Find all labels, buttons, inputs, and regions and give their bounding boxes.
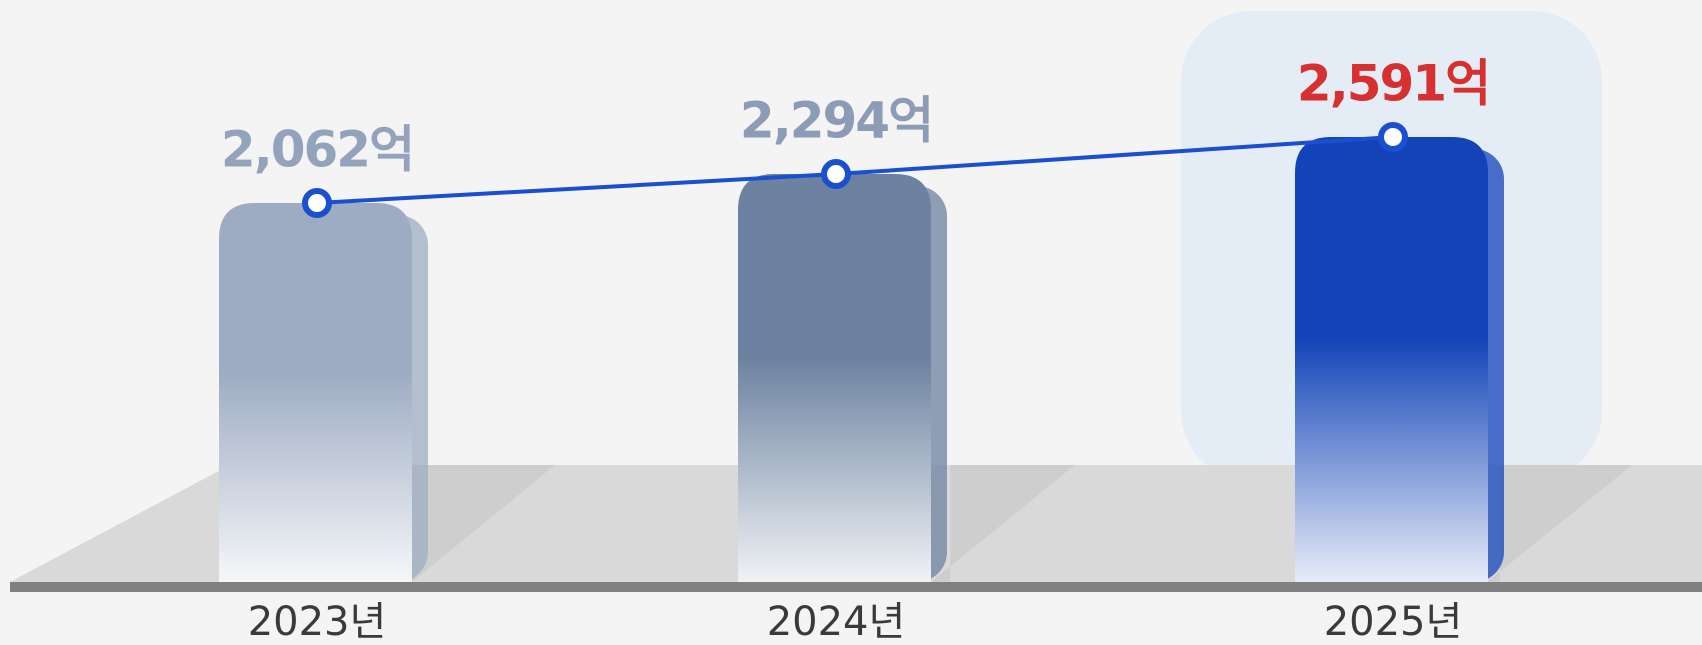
line-point bbox=[1378, 122, 1408, 152]
line-point bbox=[821, 159, 851, 190]
bar-fade bbox=[219, 203, 412, 582]
x-tick-label: 2023년 bbox=[248, 599, 387, 645]
value-label: 2,591억 bbox=[1297, 55, 1489, 113]
x-tick-label: 2025년 bbox=[1324, 599, 1463, 645]
baseline bbox=[10, 582, 1702, 592]
bar-fade bbox=[738, 174, 931, 583]
value-label: 2,062억 bbox=[221, 121, 413, 179]
value-label: 2,294억 bbox=[740, 92, 932, 150]
line-point bbox=[302, 188, 332, 218]
floor-shade bbox=[1487, 465, 1632, 582]
floor-shade bbox=[931, 465, 1075, 582]
bar-fade bbox=[1295, 137, 1488, 582]
x-tick-label: 2024년 bbox=[767, 599, 906, 645]
